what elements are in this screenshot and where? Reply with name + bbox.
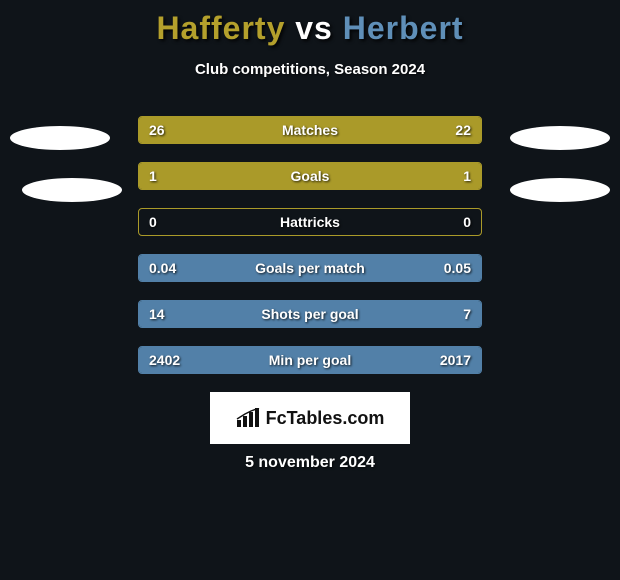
stat-value-right: 1 — [453, 163, 481, 189]
player2-name: Herbert — [343, 10, 464, 46]
stat-value-right: 0.05 — [434, 255, 481, 281]
vs-label: vs — [295, 10, 333, 46]
stats-container: 26Matches22 1Goals1 0Hattricks0 0.04Goals p… — [138, 116, 482, 374]
stat-row: 0Hattricks0 — [138, 208, 482, 236]
stat-value-right: 22 — [445, 117, 481, 143]
player2-badge-top — [510, 126, 610, 150]
stat-label: Goals per match — [139, 255, 481, 281]
chart-icon — [236, 408, 260, 428]
stat-label: Hattricks — [139, 209, 481, 235]
stat-row: 1Goals1 — [138, 162, 482, 190]
stat-row: 14Shots per goal7 — [138, 300, 482, 328]
comparison-title: Hafferty vs Herbert — [0, 0, 620, 47]
stat-row: 26Matches22 — [138, 116, 482, 144]
logo-text: FcTables.com — [266, 408, 385, 429]
snapshot-date: 5 november 2024 — [0, 454, 620, 472]
stat-label: Goals — [139, 163, 481, 189]
stat-row: 2402Min per goal2017 — [138, 346, 482, 374]
player1-badge-top — [10, 126, 110, 150]
stat-row: 0.04Goals per match0.05 — [138, 254, 482, 282]
stat-label: Matches — [139, 117, 481, 143]
player1-badge-bottom — [22, 178, 122, 202]
stat-value-right: 2017 — [430, 347, 481, 373]
stat-label: Shots per goal — [139, 301, 481, 327]
player2-badge-bottom — [510, 178, 610, 202]
stat-value-right: 0 — [453, 209, 481, 235]
stat-value-right: 7 — [453, 301, 481, 327]
player1-name: Hafferty — [156, 10, 285, 46]
subtitle: Club competitions, Season 2024 — [0, 61, 620, 78]
source-logo: FcTables.com — [210, 392, 410, 444]
